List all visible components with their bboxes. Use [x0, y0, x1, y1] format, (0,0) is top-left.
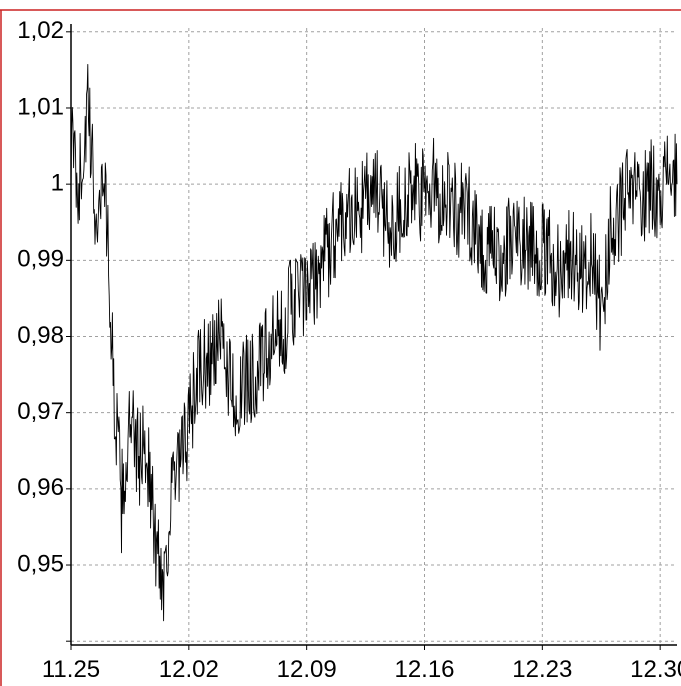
x-tick-label: 11.25	[42, 656, 100, 683]
y-tick-labels: 1,02 1,01 1 0,99 0,98 0,97 0,96 0,95	[17, 17, 64, 577]
y-tick-label: 0,99	[17, 246, 64, 273]
price-series-line	[70, 63, 678, 622]
x-tick-labels: 11.25 12.02 12.09 12.16 12.23 12.30	[42, 656, 681, 683]
x-tick-label: 12.23	[512, 656, 572, 683]
y-tick-label: 0,96	[17, 474, 64, 501]
window-frame	[0, 9, 681, 686]
y-tick-label: 1,02	[17, 17, 64, 44]
y-tick-label: 1	[51, 169, 64, 196]
series-layer	[70, 63, 678, 622]
x-tick-label: 12.30	[630, 656, 681, 683]
x-tick-label: 12.02	[159, 656, 219, 683]
tick-marks	[66, 31, 661, 650]
y-tick-label: 1,01	[17, 93, 64, 120]
y-tick-label: 0,97	[17, 398, 64, 425]
x-tick-label: 12.16	[394, 656, 454, 683]
axes	[70, 24, 677, 646]
y-tick-label: 0,95	[17, 550, 64, 577]
x-tick-label: 12.09	[277, 656, 337, 683]
y-tick-label: 0,98	[17, 322, 64, 349]
